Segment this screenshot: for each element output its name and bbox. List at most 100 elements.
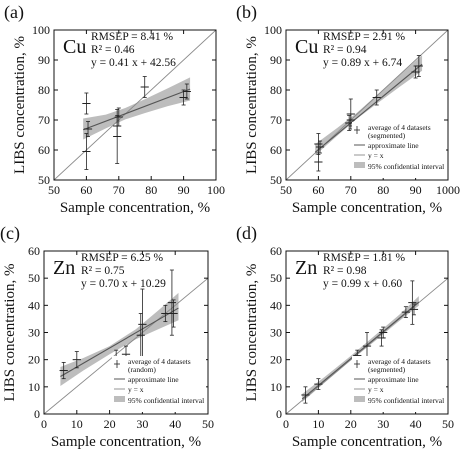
data-point xyxy=(372,89,381,106)
legend-entry: y = x xyxy=(368,151,384,160)
x-axis-label: Sample concentration, % xyxy=(60,200,210,216)
legend-box xyxy=(352,356,446,412)
legend-box xyxy=(112,356,206,412)
y-tick-label: 100 xyxy=(264,23,282,37)
data-point xyxy=(409,303,419,316)
y-tick-label: 30 xyxy=(270,326,282,340)
data-point xyxy=(401,306,410,318)
y-tick-label: 80 xyxy=(38,83,50,97)
data-point xyxy=(379,326,388,339)
y-axis-label: LIBS concentration, % xyxy=(12,36,28,174)
x-tick-label: 10 xyxy=(312,417,324,431)
data-point xyxy=(82,133,91,170)
x-tick-label: 70 xyxy=(345,183,357,197)
y-tick-label: 40 xyxy=(270,298,282,312)
legend: average of 4 datasets(segmented)approxim… xyxy=(352,356,446,412)
y-axis-label: LIBS concentration, % xyxy=(244,36,260,174)
x-tick-label: 50 xyxy=(48,183,60,197)
y-tick-label: 90 xyxy=(38,53,50,67)
x-tick-label: 40 xyxy=(410,417,422,431)
data-point xyxy=(138,288,147,361)
plot-area xyxy=(286,30,448,180)
legend-marker-points xyxy=(354,126,360,134)
y-tick-label: 90 xyxy=(270,53,282,67)
rmsep-text: RMSEP = 1.81 % xyxy=(323,252,406,264)
panel-b: 50 60 70 80 90 1000 50 60 70 80 90 100 Sample concen… xyxy=(236,2,460,216)
element-label: Cu xyxy=(295,36,318,58)
data-point xyxy=(301,386,310,404)
x-tick-label: 30 xyxy=(377,417,389,431)
r2-text: R² = 0.98 xyxy=(323,265,367,277)
r2-text: R² = 0.75 xyxy=(81,265,125,277)
equation-text: y = 0.99 x + 0.60 xyxy=(323,278,402,290)
data-point xyxy=(314,378,323,390)
legend-entry: average of 4 datasets xyxy=(368,123,431,132)
x-tick-label: 100 xyxy=(207,183,225,197)
x-tick-label: 70 xyxy=(113,183,125,197)
x-tick-label: 50 xyxy=(280,183,292,197)
fit-line xyxy=(60,307,179,378)
y-tick-label: 60 xyxy=(270,143,282,157)
data-point xyxy=(314,133,323,155)
y-tick-label: 0 xyxy=(34,407,40,421)
data-point xyxy=(140,76,149,98)
y-tick-label: 50 xyxy=(28,271,40,285)
panel-label: (d) xyxy=(236,223,257,244)
legend-entry: approximate line xyxy=(368,375,419,384)
legend-entry: y = x xyxy=(368,385,384,394)
legend-marker-band xyxy=(354,162,365,168)
rmsep-text: RMSEP = 2.91 % xyxy=(323,31,406,43)
panel-d: 0 10 20 30 40 50 0 10 20 30 40 50 60 Sample concentra… xyxy=(236,223,454,450)
fit-line xyxy=(82,88,191,131)
data-point xyxy=(83,121,93,137)
legend-entry: average of 4 datasets xyxy=(368,357,431,366)
equation-text: y = 0.70 x + 10.29 xyxy=(81,278,166,290)
x-tick-label: 0 xyxy=(41,417,47,431)
y-tick-label: 80 xyxy=(270,83,282,97)
fit-line xyxy=(301,301,420,400)
x-tick-label: 10 xyxy=(71,417,83,431)
y-axis-label: LIBS concentration, % xyxy=(244,264,260,402)
x-tick-label: 90 xyxy=(410,183,422,197)
identity-line xyxy=(286,30,448,180)
y-tick-label: 0 xyxy=(276,407,282,421)
x-tick-label: 80 xyxy=(377,183,389,197)
legend-entry: approximate line xyxy=(128,375,179,384)
x-tick-label: 50 xyxy=(442,417,454,431)
data-point xyxy=(136,313,145,358)
y-tick-label: 70 xyxy=(38,113,50,127)
legend-marker-points xyxy=(354,360,360,368)
y-tick-label: 40 xyxy=(28,298,40,312)
panel-label: (a) xyxy=(4,2,24,23)
legend-box xyxy=(352,122,446,178)
y-tick-label: 50 xyxy=(270,271,282,285)
element-label: Cu xyxy=(63,36,86,58)
x-tick-label: 30 xyxy=(136,417,148,431)
y-tick-label: 50 xyxy=(270,173,282,187)
data-point xyxy=(167,269,177,336)
identity-line xyxy=(54,30,216,180)
legend-entry: y = x xyxy=(128,385,144,394)
panel-label: (c) xyxy=(0,223,20,244)
data-point xyxy=(72,351,81,369)
data-point xyxy=(113,109,122,164)
data-point xyxy=(179,89,188,106)
panel-c: 0 10 20 30 40 50 0 10 20 30 40 50 60 Sample concentra… xyxy=(0,223,214,450)
y-tick-label: 100 xyxy=(32,23,50,37)
confidence-band xyxy=(83,77,191,140)
data-point xyxy=(315,140,325,154)
data-point xyxy=(182,83,191,100)
x-tick-label: 0 xyxy=(283,417,289,431)
legend: average of 4 datasets(segmented)approxim… xyxy=(352,122,446,178)
data-point xyxy=(59,361,68,380)
legend: average of 4 datasets(random)approximate… xyxy=(112,356,206,412)
data-point xyxy=(362,332,372,361)
legend-entry: (segmented) xyxy=(368,365,406,374)
y-tick-label: 50 xyxy=(38,173,50,187)
plot-area xyxy=(286,277,448,414)
legend-marker-band xyxy=(354,396,365,402)
y-tick-label: 10 xyxy=(270,380,282,394)
y-tick-label: 20 xyxy=(28,353,40,367)
y-tick-label: 10 xyxy=(28,380,40,394)
